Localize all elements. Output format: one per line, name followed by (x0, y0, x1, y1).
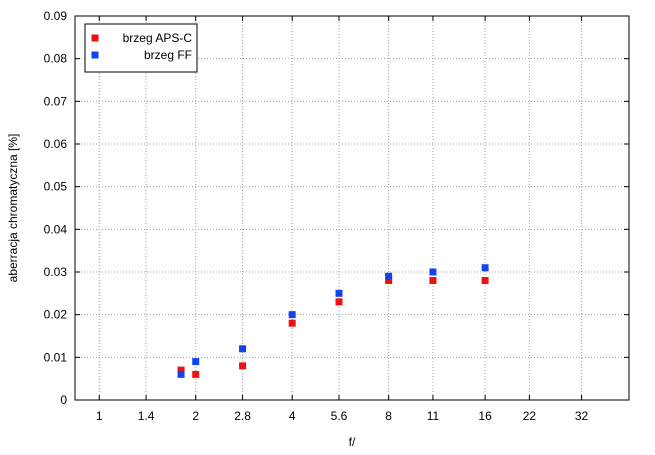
x-tick-label: 2 (192, 409, 199, 423)
x-tick-label: 5.6 (331, 409, 348, 423)
data-point (481, 277, 489, 285)
grid (75, 16, 629, 400)
y-tick-label: 0.08 (44, 52, 68, 66)
x-tick-label: 1.4 (138, 409, 155, 423)
data-point (288, 311, 296, 319)
data-point (429, 277, 437, 285)
x-axis: 1 1.4 2 2.8 4 5.6 8 11 16 22 32 (96, 16, 589, 423)
y-tick-label: 0.02 (44, 308, 68, 322)
data-point (192, 370, 200, 378)
x-tick-label: 1 (96, 409, 103, 423)
data-point (239, 362, 247, 370)
legend-label-ff: brzeg FF (144, 48, 192, 62)
data-point (192, 358, 200, 366)
x-axis-title: f/ (349, 435, 356, 449)
x-tick-label: 4 (289, 409, 296, 423)
legend-label-aps-c: brzeg APS-C (123, 31, 193, 45)
y-tick-label: 0.04 (44, 222, 68, 236)
data-point (177, 366, 185, 374)
series-aps-c (177, 277, 489, 378)
legend-box (84, 23, 198, 73)
x-tick-label: 2.8 (234, 409, 251, 423)
y-tick-label: 0 (60, 393, 67, 407)
data-point (335, 289, 343, 297)
data-point (481, 264, 489, 272)
series (177, 264, 489, 378)
y-axis: 0 0.01 0.02 0.03 0.04 0.05 0.06 0.07 0.08 0.09 (44, 9, 629, 407)
data-point (385, 277, 393, 285)
data-point (429, 268, 437, 276)
plot-frame (74, 15, 630, 401)
y-tick-label: 0.05 (44, 180, 68, 194)
legend: brzeg APS-C brzeg FF (84, 23, 198, 73)
y-tick-label: 0.09 (44, 9, 68, 23)
data-point (385, 272, 393, 280)
data-point (335, 298, 343, 306)
y-axis-title: aberracja chromatyczna [%] (6, 134, 20, 283)
legend-marker-ff (91, 51, 99, 59)
y-tick-label: 0.03 (44, 265, 68, 279)
data-point (239, 345, 247, 353)
x-tick-label: 8 (385, 409, 392, 423)
y-tick-label: 0.07 (44, 94, 68, 108)
y-tick-label: 0.01 (44, 350, 68, 364)
y-tick-label: 0.06 (44, 137, 68, 151)
x-tick-label: 32 (575, 409, 589, 423)
x-tick-label: 16 (478, 409, 492, 423)
data-point (288, 319, 296, 327)
legend-marker-aps-c (91, 34, 99, 42)
data-point (177, 370, 185, 378)
series-ff (177, 264, 489, 378)
x-tick-label: 22 (523, 409, 537, 423)
x-tick-label: 11 (427, 409, 440, 423)
